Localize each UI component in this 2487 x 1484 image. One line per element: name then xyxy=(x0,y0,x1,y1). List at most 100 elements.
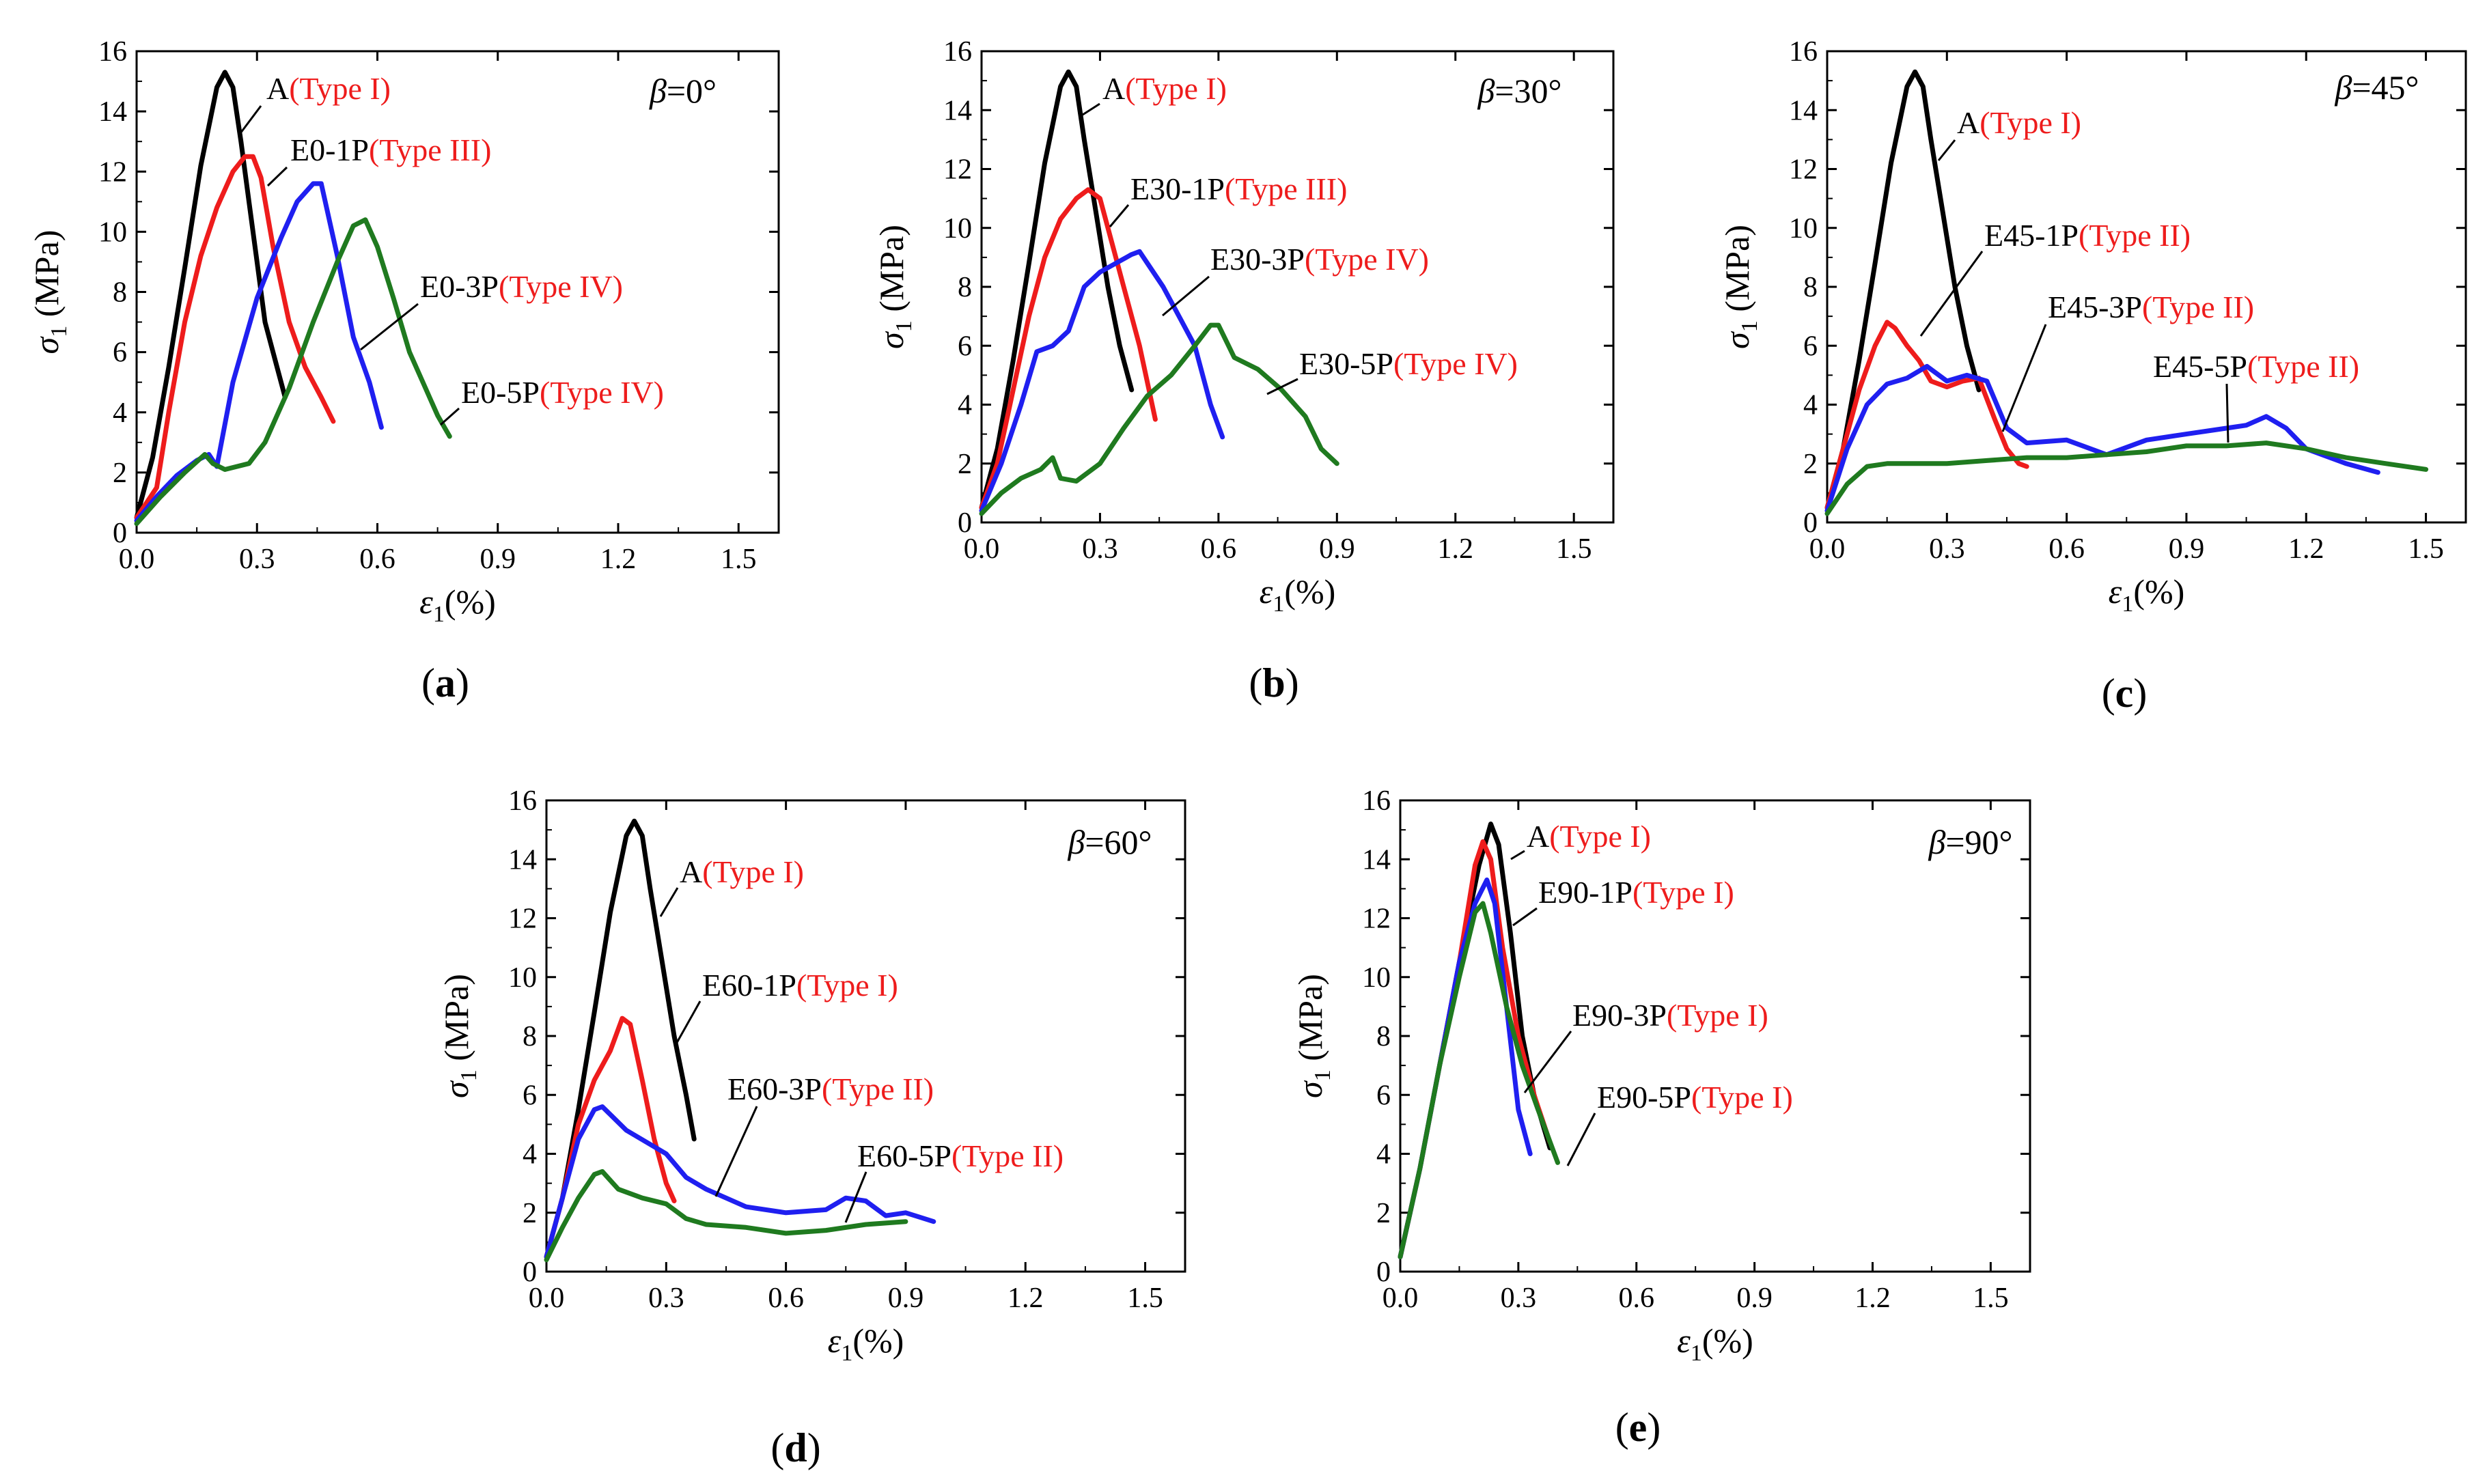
y-tick-label: 12 xyxy=(943,154,972,186)
y-tick-label: 16 xyxy=(943,36,972,68)
leader-line xyxy=(440,407,460,426)
leader-line xyxy=(239,105,262,134)
leader-line xyxy=(1512,907,1538,927)
series-label: E60-3P(Type II) xyxy=(727,1072,934,1106)
series-label: E90-3P(Type I) xyxy=(1572,998,1768,1033)
y-tick-label: 10 xyxy=(1362,962,1391,994)
series-line-e0-1p xyxy=(134,154,336,520)
x-tick-label: 0.9 xyxy=(480,544,516,575)
leader-line xyxy=(1523,1031,1572,1093)
y-tick-label: 14 xyxy=(508,844,537,876)
leader-line xyxy=(1919,251,1984,337)
y-tick-label: 4 xyxy=(523,1139,537,1171)
y-tick-label: 16 xyxy=(1789,36,1818,68)
y-tick-label: 8 xyxy=(1803,272,1818,303)
y-tick-label: 12 xyxy=(508,904,537,935)
y-axis-title: σ1 (MPa) xyxy=(437,974,482,1098)
x-tick-label: 0.0 xyxy=(529,1283,565,1314)
x-tick-label: 0.6 xyxy=(1619,1283,1655,1314)
series-line-e30-1p xyxy=(979,187,1158,510)
series-label: A(Type I) xyxy=(1102,71,1227,106)
y-tick-label: 14 xyxy=(1789,95,1818,126)
series-line-e45-3p xyxy=(1824,363,2380,514)
y-tick-label: 4 xyxy=(113,397,127,429)
x-tick-label: 1.5 xyxy=(2408,533,2444,565)
x-tick-label: 0.6 xyxy=(768,1283,804,1314)
y-tick-label: 14 xyxy=(943,95,972,126)
series-label: E0-5P(Type IV) xyxy=(461,375,664,410)
y-tick-label: 6 xyxy=(1376,1080,1391,1111)
series-label: A(Type I) xyxy=(1527,819,1651,854)
x-tick-label: 1.2 xyxy=(1438,533,1474,565)
chart-panel-5: 0.0 0.3 0.6 0.9 1.2 1.5 0 2 4 6 8 10 12 14 16 ε1(%) σ1 (… xyxy=(1291,785,2031,1450)
panel-label: (b) xyxy=(1249,660,1298,705)
x-tick-label: 0.0 xyxy=(119,544,155,575)
y-tick-label: 14 xyxy=(1362,844,1391,876)
angle-label: β=0° xyxy=(649,72,717,110)
x-tick-label: 0.6 xyxy=(2048,533,2085,565)
y-tick-label: 2 xyxy=(523,1198,537,1229)
y-tick-label: 10 xyxy=(943,213,972,244)
series-label: A(Type I) xyxy=(680,854,804,889)
series-label: E0-1P(Type III) xyxy=(290,132,491,167)
leader-line xyxy=(1082,102,1100,116)
x-axis-title: ε1(%) xyxy=(1677,1321,1753,1366)
y-axis-title: σ1 (MPa) xyxy=(27,230,72,354)
leader-line xyxy=(714,1106,758,1197)
series-label: E30-5P(Type IV) xyxy=(1299,346,1518,381)
series-label: A(Type I) xyxy=(266,71,391,106)
series-label: E45-5P(Type II) xyxy=(2153,349,2359,384)
y-tick-label: 4 xyxy=(958,390,972,421)
series-line-e0-5p xyxy=(134,217,452,527)
series-label: E30-3P(Type IV) xyxy=(1210,242,1429,277)
series-label: E0-3P(Type IV) xyxy=(420,269,623,304)
y-tick-label: 14 xyxy=(98,96,127,128)
chart-panel-4: 0.0 0.3 0.6 0.9 1.2 1.5 0 2 4 6 8 10 12 14 16 ε1(%) σ1 (… xyxy=(437,785,1186,1470)
y-tick-label: 12 xyxy=(98,156,127,188)
y-tick-label: 0 xyxy=(1803,507,1818,539)
series-label: E60-5P(Type II) xyxy=(857,1138,1064,1173)
x-tick-label: 0.3 xyxy=(1501,1283,1537,1314)
x-tick-label: 0.9 xyxy=(888,1283,924,1314)
x-tick-label: 0.3 xyxy=(648,1283,684,1314)
y-tick-label: 10 xyxy=(98,216,127,248)
series-label: E90-5P(Type I) xyxy=(1597,1080,1793,1115)
panel-label: (a) xyxy=(421,660,469,705)
leader-line xyxy=(1162,275,1210,317)
x-tick-label: 0.0 xyxy=(964,533,1000,565)
y-tick-label: 2 xyxy=(1376,1198,1391,1229)
x-tick-label: 0.6 xyxy=(1201,533,1237,565)
y-tick-label: 10 xyxy=(508,962,537,994)
panel-label: (e) xyxy=(1615,1405,1661,1450)
panel-label: (d) xyxy=(770,1425,820,1470)
series-line-e30-3p xyxy=(979,249,1225,514)
y-tick-label: 6 xyxy=(113,337,127,369)
y-tick-label: 12 xyxy=(1362,904,1391,935)
y-tick-label: 16 xyxy=(1362,785,1391,817)
y-tick-label: 4 xyxy=(1803,390,1818,421)
x-tick-label: 0.0 xyxy=(1809,533,1846,565)
y-tick-label: 8 xyxy=(958,272,972,303)
leader-line xyxy=(659,887,679,917)
series-label: E30-1P(Type III) xyxy=(1130,171,1347,206)
leader-line xyxy=(1937,139,1956,161)
x-tick-label: 0.3 xyxy=(1929,533,1965,565)
y-tick-label: 10 xyxy=(1789,213,1818,244)
y-tick-label: 4 xyxy=(1376,1139,1391,1171)
x-tick-label: 1.5 xyxy=(1127,1283,1163,1314)
series-label: E45-3P(Type II) xyxy=(2048,290,2254,324)
y-tick-label: 2 xyxy=(1803,449,1818,480)
y-tick-label: 8 xyxy=(113,277,127,309)
y-tick-label: 0 xyxy=(958,507,972,539)
plot-frame xyxy=(980,50,1615,524)
series-label: A(Type I) xyxy=(1957,105,2081,140)
series-label: E60-1P(Type I) xyxy=(702,968,898,1003)
series-label: E45-1P(Type II) xyxy=(1984,218,2191,253)
y-tick-label: 6 xyxy=(523,1080,537,1111)
series-line-a xyxy=(1398,822,1553,1259)
x-tick-label: 0.0 xyxy=(1383,1283,1419,1314)
leader-line xyxy=(2225,383,2229,443)
x-axis-title: ε1(%) xyxy=(2109,572,2185,617)
series-line-a xyxy=(1824,69,1982,510)
